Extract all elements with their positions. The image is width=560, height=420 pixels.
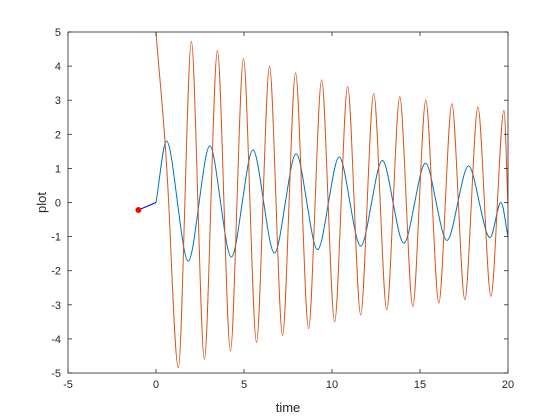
x-tick-label: -5 <box>63 379 73 391</box>
y-tick-label: -1 <box>51 232 61 244</box>
y-axis-label: plot <box>34 192 49 213</box>
axes-layer: -5 0 5 10 15 20 -5 -4 -3 -2 -1 0 1 2 3 4 5 <box>51 27 514 391</box>
series-layer <box>135 32 508 369</box>
y-tick-label: -3 <box>51 300 61 312</box>
y-tick-label: 5 <box>55 27 61 39</box>
y-tick-label: 3 <box>55 95 61 107</box>
plot-background <box>68 32 508 373</box>
series-line-1 <box>155 140 508 262</box>
y-tick-label: 0 <box>55 198 61 210</box>
series-line-2 <box>155 32 508 369</box>
red-marker-point <box>135 207 142 214</box>
series-line-3 <box>138 202 157 211</box>
x-tick-label: 5 <box>241 379 247 391</box>
y-tick-label: 2 <box>55 129 61 141</box>
y-tick-label: -2 <box>51 266 61 278</box>
y-tick-label: -5 <box>51 368 61 380</box>
x-tick-label: 15 <box>414 379 426 391</box>
plot-area <box>68 32 508 373</box>
x-tick-label: 10 <box>326 379 338 391</box>
x-tick-label: 20 <box>502 379 514 391</box>
y-tick-label: 4 <box>55 61 61 73</box>
x-tick-label: 0 <box>153 379 159 391</box>
y-tick-label: -4 <box>51 334 61 346</box>
x-axis-label: time <box>276 400 301 415</box>
y-tick-label: 1 <box>55 163 61 175</box>
